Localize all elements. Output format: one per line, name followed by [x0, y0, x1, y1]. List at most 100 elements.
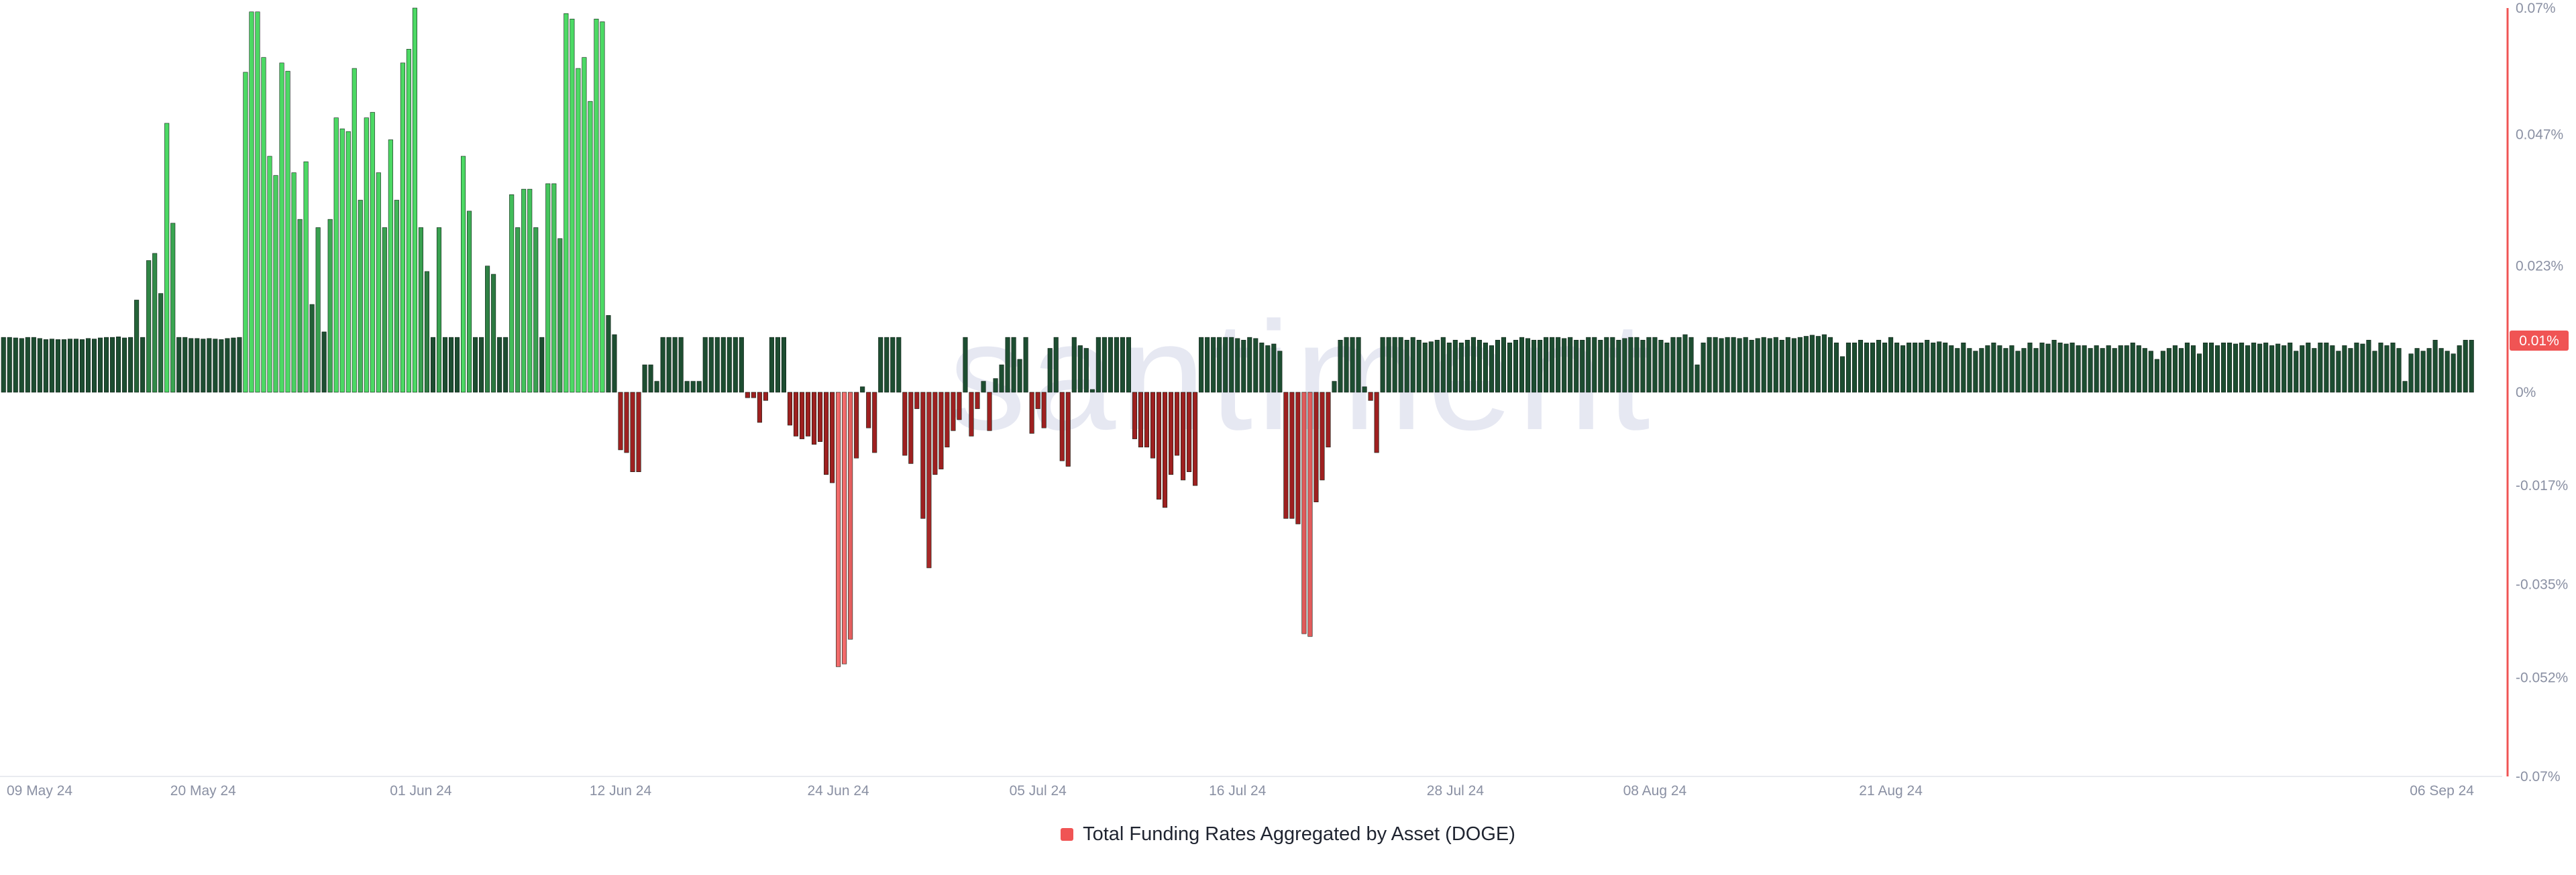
bar — [2245, 345, 2251, 393]
bar — [872, 392, 877, 453]
x-axis-ticks: 09 May 24 20 May 24 01 Jun 24 12 Jun 24 24 J… — [7, 783, 2474, 799]
bar — [2136, 345, 2141, 393]
bar — [2027, 343, 2033, 393]
bar — [1937, 341, 1942, 393]
bar — [1289, 392, 1295, 519]
bar — [1646, 337, 1652, 393]
bar — [164, 123, 170, 393]
bar — [85, 338, 91, 393]
bar — [1283, 392, 1289, 519]
bar — [805, 392, 811, 436]
bar — [2227, 343, 2233, 393]
bar — [1598, 339, 1603, 393]
bar — [1095, 337, 1101, 393]
bar — [1035, 392, 1040, 409]
bar — [2178, 348, 2184, 393]
bar — [1664, 343, 1670, 393]
bar — [255, 11, 260, 393]
bar — [714, 337, 720, 393]
bar — [207, 338, 212, 393]
bar — [1985, 345, 1990, 393]
bar — [551, 183, 557, 393]
bar — [25, 337, 30, 393]
bar — [91, 339, 97, 393]
bar — [1023, 337, 1028, 393]
bar — [975, 392, 980, 409]
bar — [213, 339, 218, 393]
y-tick-label: -0.07% — [2516, 769, 2561, 784]
bar — [1223, 337, 1228, 393]
bar — [1973, 351, 1978, 393]
bar — [818, 392, 823, 442]
bar — [2402, 381, 2408, 393]
bar — [866, 392, 871, 428]
bar — [2220, 343, 2226, 393]
bar — [576, 68, 581, 393]
bar — [1719, 338, 1724, 393]
bar — [1108, 337, 1113, 393]
bar — [2372, 351, 2377, 393]
bar — [1386, 337, 1391, 393]
bar — [2239, 343, 2245, 393]
x-tick-label: 05 Jul 24 — [1010, 783, 1067, 799]
bar — [1259, 343, 1265, 393]
bar — [854, 392, 859, 459]
bar — [1452, 339, 1458, 393]
bar — [430, 337, 436, 393]
bar — [1640, 339, 1646, 393]
bar — [2426, 348, 2432, 393]
bar — [1102, 337, 1107, 393]
bar — [696, 381, 702, 393]
bar — [249, 11, 254, 393]
bar — [1688, 337, 1694, 393]
bar — [2257, 343, 2263, 393]
y-tick-label: 0.023% — [2516, 259, 2563, 274]
bar — [394, 200, 399, 393]
bar — [1295, 392, 1301, 524]
bar — [1821, 334, 1827, 393]
bar — [1943, 343, 1948, 393]
bar — [1338, 339, 1343, 393]
bar — [920, 392, 926, 519]
bar — [128, 337, 133, 393]
bar — [376, 172, 381, 393]
bar — [1550, 337, 1555, 393]
bar — [1773, 337, 1778, 393]
bar — [2070, 343, 2075, 393]
bar — [2251, 343, 2257, 393]
bar — [116, 337, 121, 393]
bar — [600, 21, 605, 393]
bar — [1749, 339, 1754, 393]
bar — [2094, 345, 2099, 393]
bar — [896, 337, 902, 393]
bar — [1562, 338, 1567, 393]
bar — [1851, 343, 1858, 393]
bar — [2336, 351, 2341, 393]
bar — [2130, 343, 2135, 393]
bar — [1628, 337, 1633, 393]
bar — [2118, 345, 2123, 393]
bar — [751, 392, 756, 398]
bar — [406, 49, 411, 393]
bar — [1029, 392, 1034, 434]
bar — [1919, 343, 1924, 393]
bar — [2106, 345, 2111, 393]
bar — [1175, 392, 1180, 456]
bar — [2445, 351, 2450, 393]
bar — [97, 337, 103, 393]
bar — [2457, 345, 2462, 393]
bar — [914, 392, 920, 409]
bar — [2100, 348, 2105, 393]
bar — [243, 72, 248, 393]
bar — [2009, 345, 2015, 393]
bar — [1815, 336, 1821, 393]
bar — [388, 139, 393, 393]
x-tick-label: 20 May 24 — [170, 783, 236, 799]
bar — [158, 293, 164, 393]
bar — [460, 156, 466, 393]
bar — [2154, 359, 2159, 393]
bar — [1458, 343, 1464, 393]
bar — [1991, 343, 1996, 393]
bar — [267, 156, 272, 393]
bar — [279, 62, 284, 393]
